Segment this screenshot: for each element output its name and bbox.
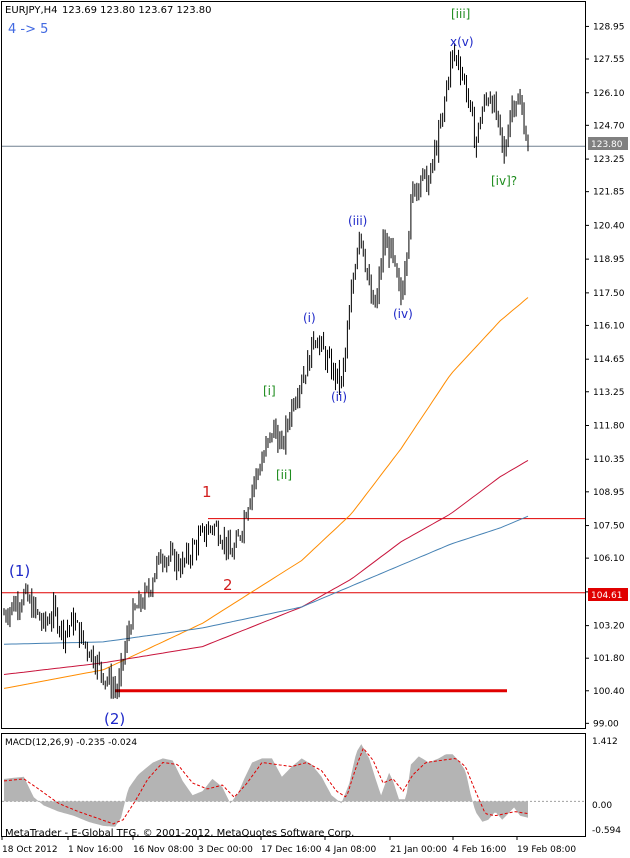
time-tick-label: 1 Nov 16:00 [68,845,123,855]
price-tick-label: 127.55 [593,55,625,65]
time-tick-label: 3 Dec 00:00 [198,845,253,855]
current-price-tag [588,137,628,150]
wave-label-i-green: [i] [263,384,276,398]
wave-label-1: 1 [202,483,212,501]
level-price-label: 104.61 [591,591,623,601]
price-tick-label: 107.50 [593,522,625,532]
price-tick-label: 117.50 [593,289,625,299]
current-price-label: 123.80 [591,140,623,150]
price-tick-label: 120.40 [593,221,625,231]
wave-label-iv-question: [iv]? [491,174,517,188]
header-note: 4 -> 5 [8,22,48,37]
macd-tick-zero: 0.00 [592,801,612,811]
time-tick-label: 19 Feb 08:00 [517,845,576,855]
price-tick-label: 99.00 [593,719,619,729]
wave-label-ii: (ii) [331,390,347,404]
time-tick-label: 21 Jan 00:00 [390,845,447,855]
price-candles [3,43,529,699]
price-tick-label: 110.35 [593,455,625,465]
wave-label-xv: x(v) [450,35,474,49]
wave-label-iii-green: [iii] [451,7,470,21]
macd-tick-bottom: -0.594 [592,826,621,836]
wave-label-iii: (iii) [348,214,367,228]
price-tick-label: 108.95 [593,488,625,498]
time-tick-label: 17 Dec 16:00 [261,845,322,855]
time-tick-label: 4 Jan 08:00 [325,845,377,855]
wave-label-ii-green: [ii] [276,468,292,482]
moving-averages [3,297,529,689]
header-symbol: EURJPY,H4 [5,5,58,16]
price-tick-label: 116.10 [593,321,625,331]
price-tick-label: 100.40 [593,687,625,697]
price-tick-label: 103.20 [593,622,625,632]
price-tick-label: 106.10 [593,554,625,564]
macd-indicator [2,744,585,827]
price-tick-label: 128.95 [593,22,625,32]
macd-signal-line [3,747,529,825]
main-panel [1,1,586,729]
price-tick-label: 124.70 [593,121,625,131]
price-tick-label: 118.95 [593,255,625,265]
wave-label-i: (i) [303,311,316,325]
ma-line-steel [3,515,529,645]
header-ohlc: 123.69 123.80 123.67 123.80 [62,5,212,16]
copyright-text: MetaTrader - E-Global TFG, © 2001-2012, … [5,828,354,839]
price-tick-label: 111.80 [593,422,625,432]
macd-tick-top: 1.412 [592,737,618,747]
price-tick-label: 123.25 [593,155,625,165]
time-tick-label: 4 Feb 16:00 [453,845,507,855]
time-tick-label: 18 Oct 2012 [2,845,58,855]
price-tick-label: 113.25 [593,388,625,398]
ma-line-orange [3,297,529,689]
macd-histogram [4,744,528,827]
wave-label-2: 2 [223,576,233,594]
price-axis: 128.95 127.55 126.10 124.70 123.25 121.85 120.… [585,22,625,729]
macd-title: MACD(12,26,9) -0.235 -0.024 [5,738,137,748]
price-tick-label: 114.65 [593,355,625,365]
price-tick-label: 101.80 [593,654,625,664]
time-tick-label: 16 Nov 08:00 [133,845,194,855]
price-tick-label: 126.10 [593,89,625,99]
wave-label-big-1: (1) [9,562,30,580]
level-price-tag [588,588,628,601]
ma-line-crimson [3,459,529,675]
wave-label-iv: (iv) [393,307,413,321]
time-axis: 18 Oct 2012 1 Nov 16:00 16 Nov 08:00 3 Dec … [1,836,576,855]
price-tick-label: 121.85 [593,188,625,198]
wave-label-big-2: (2) [104,710,125,728]
